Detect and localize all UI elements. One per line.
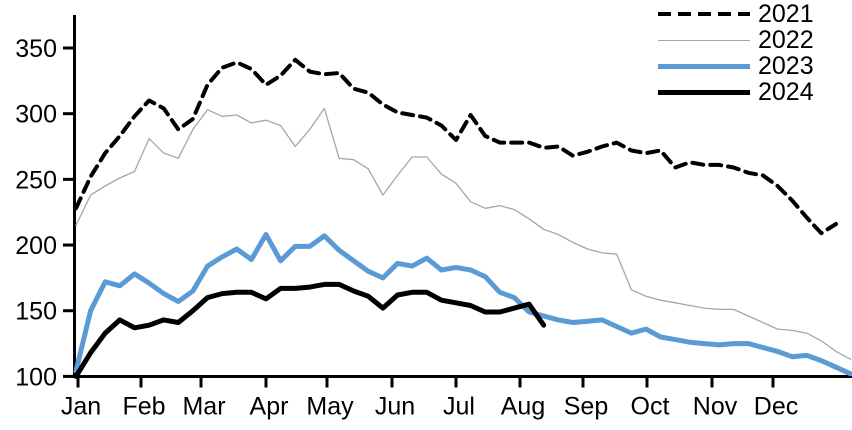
x-tick-label: May xyxy=(306,393,354,421)
legend-label-2021: 2021 xyxy=(758,0,814,28)
x-tick-label: Jul xyxy=(443,393,475,421)
y-tick-label: 200 xyxy=(15,232,57,260)
legend-sample-2023 xyxy=(658,63,750,69)
series-line-2024 xyxy=(73,281,547,379)
legend-item-2023: 2023 xyxy=(658,53,814,79)
x-tick-label: Aug xyxy=(501,393,545,421)
x-tick-label: Oct xyxy=(631,393,670,421)
series-line-2023 xyxy=(73,232,852,377)
y-tick-label: 350 xyxy=(15,35,57,63)
x-tick-label: Apr xyxy=(250,393,289,421)
series-line-2022 xyxy=(75,107,852,360)
legend-label-2024: 2024 xyxy=(758,78,814,106)
legend-sample-2021 xyxy=(658,12,750,16)
y-tick-label: 250 xyxy=(15,166,57,194)
x-tick-label: Sep xyxy=(564,393,608,421)
legend-item-2021: 2021 xyxy=(658,1,814,27)
legend-label-2023: 2023 xyxy=(758,52,814,80)
x-tick-label: Jun xyxy=(375,393,415,421)
x-tick-label: Feb xyxy=(122,393,165,421)
x-tick-label: Dec xyxy=(754,393,798,421)
legend-sample-2022 xyxy=(658,39,750,41)
x-tick-label: Nov xyxy=(693,393,738,421)
legend: 2021 2022 2023 2024 xyxy=(658,1,814,105)
legend-label-2022: 2022 xyxy=(758,26,814,54)
y-tick-label: 300 xyxy=(15,101,57,129)
y-tick-label: 100 xyxy=(15,363,57,391)
x-tick-label: Jan xyxy=(61,393,101,421)
x-tick-label: Mar xyxy=(182,393,225,421)
legend-item-2022: 2022 xyxy=(658,27,814,53)
legend-sample-2024 xyxy=(658,89,750,95)
legend-item-2024: 2024 xyxy=(658,79,814,105)
y-tick-label: 150 xyxy=(15,298,57,326)
series-line-2021 xyxy=(74,57,838,236)
